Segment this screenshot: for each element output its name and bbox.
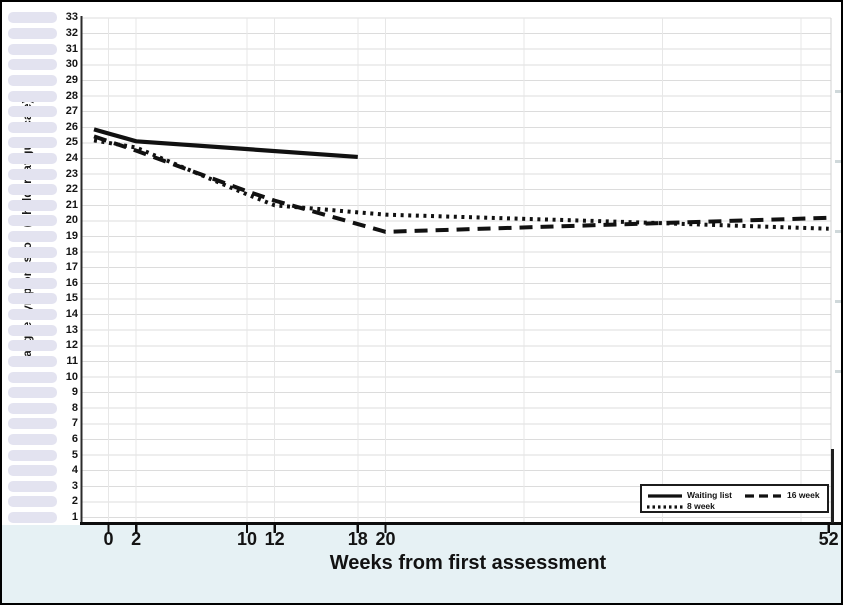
y-tick-label: 19 — [65, 230, 78, 243]
y-tick-label: 33 — [65, 11, 78, 24]
y-tick-label: 20 — [65, 214, 78, 227]
y-stripe — [8, 340, 57, 352]
legend: Waiting list 16 week 8 week — [640, 484, 829, 513]
y-tick-label: 15 — [65, 292, 78, 305]
x-tick-label: 52 — [818, 529, 839, 549]
y-stripe — [8, 449, 57, 461]
y-stripe — [8, 184, 57, 196]
y-tick-label: 22 — [65, 183, 78, 196]
x-tick-label: 2 — [131, 529, 142, 549]
y-tick-label: 29 — [65, 73, 78, 86]
right-edge-tick-mark — [835, 370, 841, 373]
y-tick-label: 9 — [71, 386, 78, 399]
legend-label-waiting-list: Waiting list — [687, 490, 733, 500]
x-tick-label: 20 — [375, 529, 396, 549]
y-tick-label: 5 — [71, 448, 78, 461]
y-stripe — [8, 137, 57, 149]
y-stripe — [8, 121, 57, 133]
legend-swatch-16-week — [745, 494, 781, 498]
y-stripe — [8, 387, 57, 399]
y-stripe — [8, 199, 57, 211]
series-line-waiting-list — [93, 127, 358, 160]
y-tick-label: 27 — [65, 105, 78, 118]
right-edge-tick-mark — [835, 230, 841, 233]
y-stripe — [8, 418, 57, 430]
y-stripe — [8, 90, 57, 102]
y-stripe — [8, 512, 57, 523]
y-tick-label: 11 — [66, 354, 78, 367]
y-stripe — [8, 12, 57, 24]
y-tick-label: 23 — [65, 167, 78, 180]
x-tick-label: 12 — [264, 529, 285, 549]
y-tick-label: 25 — [65, 136, 78, 149]
y-tick-label: 17 — [65, 261, 78, 274]
legend-swatch-8-week — [647, 505, 683, 509]
legend-label-8-week: 8 week — [687, 501, 715, 511]
y-tick-label: 7 — [71, 417, 78, 430]
y-tick-label: 14 — [65, 308, 78, 321]
y-stripe — [8, 231, 57, 243]
right-edge-line-mark — [831, 449, 834, 523]
y-stripe — [8, 371, 57, 383]
y-stripe — [8, 168, 57, 180]
y-stripe — [8, 28, 57, 40]
y-tick-label: 26 — [65, 120, 78, 133]
series-line-16-week — [93, 134, 829, 234]
y-stripe — [8, 106, 57, 118]
y-tick-label: 1 — [71, 511, 78, 523]
y-tick-label: 10 — [65, 370, 78, 383]
y-stripe — [8, 152, 57, 164]
y-tick-label: 12 — [65, 339, 78, 352]
y-tick-label: 8 — [71, 401, 78, 414]
y-stripe — [8, 309, 57, 321]
y-tick-label: 21 — [65, 198, 78, 211]
y-stripe — [8, 496, 57, 508]
y-stripe — [8, 215, 57, 227]
y-tick-label: 28 — [65, 89, 78, 102]
x-tick-label: 0 — [103, 529, 114, 549]
y-stripe — [8, 324, 57, 336]
y-stripe — [8, 355, 57, 367]
y-tick-label: 30 — [65, 58, 78, 71]
y-tick-label: 31 — [65, 42, 78, 55]
right-edge-tick-mark — [835, 90, 841, 93]
y-stripe — [8, 433, 57, 445]
y-stripe — [8, 74, 57, 86]
y-stripe — [8, 293, 57, 305]
y-stripe — [8, 43, 57, 55]
legend-label-16-week: 16 week — [787, 490, 820, 500]
x-tick-label: 10 — [236, 529, 258, 549]
y-tick-label: 13 — [65, 323, 78, 336]
bottom-margin-band — [2, 525, 841, 603]
y-tick-label: 32 — [65, 27, 78, 40]
y-stripe — [8, 277, 57, 289]
y-tick-label: 4 — [71, 464, 78, 477]
x-axis-title: Weeks from first assessment — [329, 552, 607, 574]
y-tick-label: 24 — [65, 151, 78, 164]
y-stripe — [8, 402, 57, 414]
y-stripe — [8, 59, 57, 71]
series-line-8-week — [93, 138, 829, 231]
y-stripe — [8, 480, 57, 492]
y-tick-label: 3 — [71, 479, 78, 492]
y-tick-label: 18 — [65, 245, 78, 258]
x-tick-label: 18 — [347, 529, 368, 549]
legend-swatch-waiting-list — [648, 494, 682, 498]
right-edge-tick-mark — [835, 300, 841, 303]
right-edge-tick-mark — [835, 160, 841, 163]
y-stripe — [8, 465, 57, 477]
y-tick-label: 16 — [65, 276, 78, 289]
y-tick-label: 2 — [71, 495, 78, 508]
y-stripe — [8, 246, 57, 258]
y-stripe — [8, 262, 57, 274]
y-tick-label: 6 — [71, 432, 78, 445]
